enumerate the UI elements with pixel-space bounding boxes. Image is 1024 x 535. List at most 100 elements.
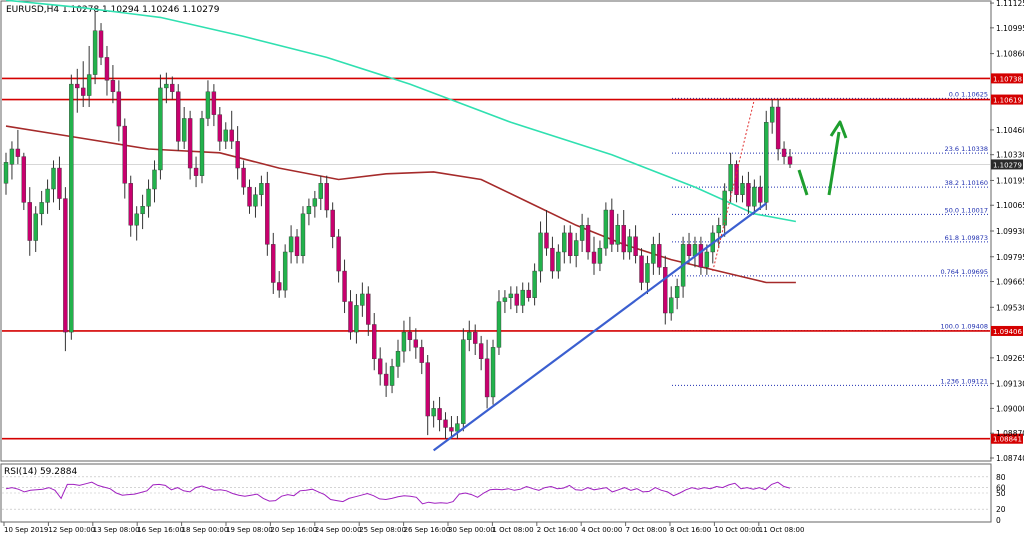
chart-title: EURUSD,H4 1.10278 1.10294 1.10246 1.1027… — [6, 5, 220, 15]
candle-bearish — [372, 324, 377, 360]
candle-bullish — [431, 408, 436, 417]
y-tick-label: 1.10195 — [996, 176, 1024, 185]
candle-bearish — [621, 225, 626, 253]
candle-bearish — [241, 167, 246, 188]
rsi-line — [5, 481, 791, 505]
candle-bearish — [781, 148, 787, 157]
fib-level-label: 1.236 1.09121 — [940, 377, 988, 385]
candle-bearish — [235, 141, 240, 169]
x-tick-label: 10 Sep 2019 — [4, 526, 48, 534]
candle-bullish — [615, 225, 620, 245]
candlesticks — [3, 11, 793, 439]
candle-bearish — [698, 244, 704, 268]
candle-bearish — [437, 408, 442, 421]
y-tick-label: 1.10460 — [996, 126, 1024, 135]
candle-bearish — [366, 293, 371, 325]
candle-bearish — [633, 236, 638, 256]
moving-average-green — [5, 0, 797, 223]
candle-bullish — [86, 74, 92, 96]
candle-bullish — [92, 30, 98, 75]
candle-bearish — [176, 91, 181, 142]
level-price-tag — [991, 94, 1023, 105]
candle-bullish — [467, 331, 472, 340]
pullback-arrow — [797, 169, 809, 196]
candle-bearish — [116, 91, 122, 127]
fib-anchor-line — [712, 99, 755, 272]
candle-bullish — [205, 91, 211, 119]
candle-bullish — [354, 305, 359, 333]
candle-bullish — [223, 129, 228, 142]
candle-bearish — [15, 148, 21, 157]
candle-bearish — [449, 427, 454, 432]
candle-bullish — [740, 183, 745, 195]
fibonacci-levels: 0.0 1.10625 23.6 1.10338 38.2 1.10160 50.0 … — [672, 90, 990, 386]
candle-bearish — [657, 244, 662, 268]
candle-bullish — [146, 188, 151, 207]
candle-bullish — [318, 183, 323, 199]
rsi-pane-border — [0, 463, 992, 523]
candle-bearish — [271, 244, 276, 283]
fib-level-label: 0.0 1.10625 — [949, 90, 988, 98]
candle-bullish — [627, 236, 632, 253]
candle-bullish — [181, 118, 187, 142]
candle-bearish — [609, 209, 615, 245]
candle-bearish — [128, 183, 133, 226]
candle-bullish — [573, 240, 579, 256]
candle-bearish — [478, 343, 484, 360]
level-price-tag — [991, 73, 1023, 84]
candle-bearish — [591, 251, 597, 264]
candle-bullish — [288, 236, 294, 253]
candle-bearish — [746, 183, 751, 207]
candle-bullish — [389, 366, 395, 386]
x-tick-label: 7 Oct 08:00 — [626, 526, 667, 534]
candle-bullish — [461, 339, 466, 424]
y-tick-label: 1.11125 — [996, 0, 1024, 8]
candle-bullish — [603, 209, 609, 249]
candle-bearish — [413, 339, 419, 348]
trendline — [432, 99, 767, 452]
candle-bearish — [98, 30, 104, 58]
x-tick-label: 1 Oct 08:00 — [492, 526, 533, 534]
candle-bullish — [674, 286, 680, 298]
candle-bullish — [300, 213, 306, 256]
candle-bullish — [158, 87, 163, 171]
candle-bullish — [728, 164, 733, 192]
candle-bullish — [532, 270, 537, 298]
candle-bearish — [686, 244, 692, 256]
candle-bullish — [520, 289, 525, 306]
candle-bearish — [265, 183, 270, 245]
x-tick-label: 12 Sep 00:00 — [48, 526, 95, 534]
candle-bullish — [45, 188, 50, 203]
level-price-label: 1.09406 — [993, 328, 1022, 336]
candle-bearish — [211, 91, 217, 115]
candle-bearish — [217, 114, 223, 142]
candle-bearish — [27, 202, 32, 241]
candle-bullish — [282, 251, 288, 291]
candle-bearish — [383, 373, 389, 386]
candle-bearish — [277, 282, 282, 291]
candle-bullish — [253, 194, 258, 207]
candle-bullish — [502, 297, 508, 302]
candle-bearish — [247, 186, 252, 207]
candle-bearish — [229, 129, 234, 142]
candle-bullish — [764, 122, 769, 203]
candle-bearish — [787, 156, 793, 165]
candle-bearish — [122, 125, 127, 184]
y-tick-label: 1.09795 — [996, 253, 1024, 262]
candle-bullish — [401, 331, 407, 352]
candle-bearish — [348, 301, 353, 333]
y-tick-label: 1.09130 — [996, 380, 1024, 389]
fib-level-label: 61.8 1.09873 — [945, 234, 988, 242]
x-tick-label: 18 Sep 00:00 — [182, 526, 229, 534]
candle-bullish — [645, 263, 650, 283]
fib-level-label: 23.6 1.10338 — [945, 145, 988, 153]
y-tick-label: 1.08870 — [996, 429, 1024, 438]
x-tick-label: 16 Sep 16:00 — [137, 526, 184, 534]
candle-bearish — [639, 255, 644, 283]
candle-bearish — [775, 106, 781, 150]
candle-bullish — [651, 244, 656, 264]
fib-level-label: 50.0 1.10017 — [945, 206, 988, 214]
candle-bullish — [722, 190, 727, 226]
level-price-label: 1.10738 — [993, 75, 1022, 83]
direction-arrows — [797, 120, 848, 196]
